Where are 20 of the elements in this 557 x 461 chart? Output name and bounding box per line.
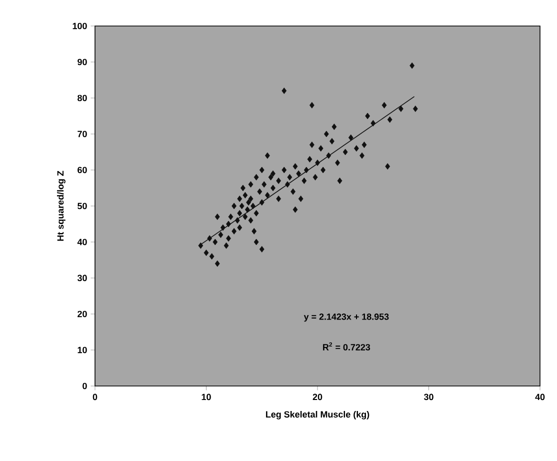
x-axis-title: Leg Skeletal Muscle (kg)	[266, 410, 370, 420]
y-tick-label: 0	[82, 382, 87, 390]
annotation: y = 2.1423x + 18.953	[304, 314, 389, 322]
x-tick-label: 10	[202, 394, 211, 400]
annotation: R$^{2}$ = 0.7223	[323, 342, 370, 350]
y-tick-label: 90	[78, 58, 87, 66]
y-tick-label: 30	[77, 274, 87, 282]
y-axis-title: Ht squared/log Z	[57, 170, 66, 241]
x-tick-label: 20	[312, 394, 322, 400]
y-tick-label: 70	[78, 130, 87, 138]
y-tick-label: 100	[72, 22, 87, 30]
x-tick-label: 40	[535, 394, 545, 400]
x-tick-label: 0	[92, 394, 98, 400]
y-tick-label: 80	[78, 94, 87, 102]
y-tick-label: 10	[78, 346, 87, 354]
y-tick-label: 60	[78, 166, 87, 174]
x-tick-label: 30	[424, 394, 434, 400]
y-tick-label: 40	[77, 238, 87, 246]
y-tick-label: 50	[78, 202, 87, 210]
y-tick-label: 20	[78, 310, 87, 318]
